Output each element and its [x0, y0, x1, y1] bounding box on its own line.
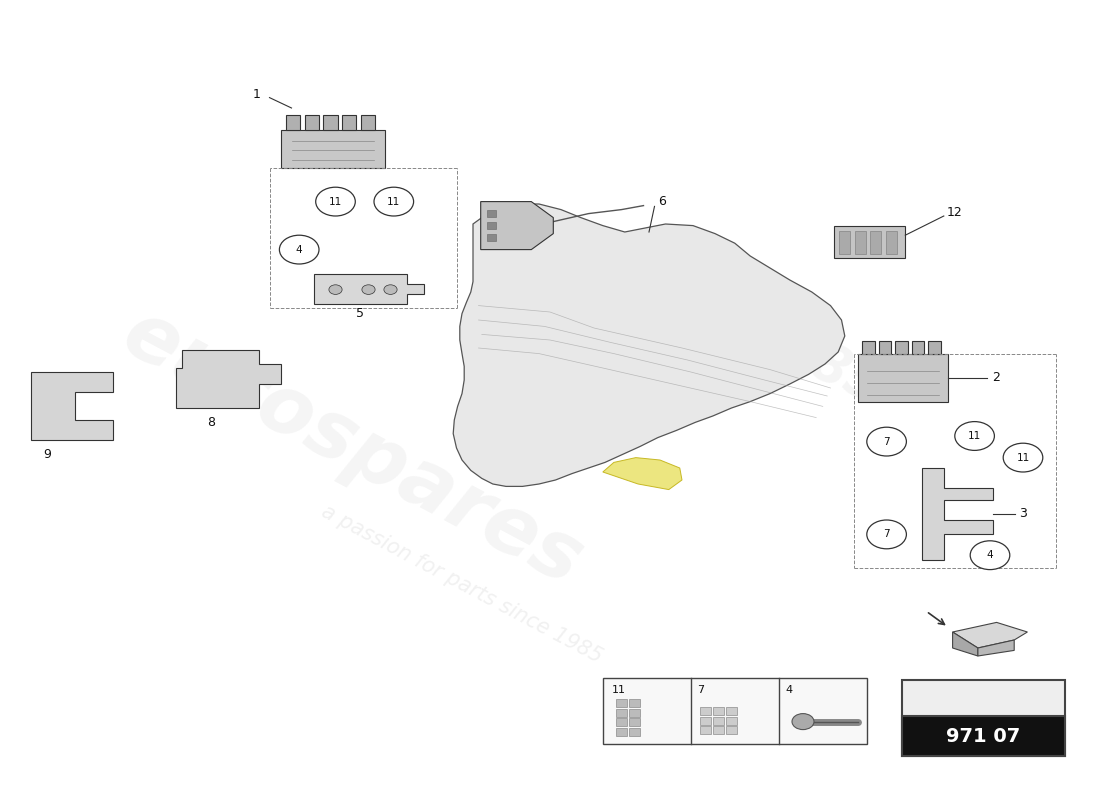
Bar: [616, 709, 627, 717]
Polygon shape: [481, 202, 553, 250]
Circle shape: [279, 235, 319, 264]
Bar: [487, 234, 496, 241]
Text: 7: 7: [883, 530, 890, 539]
Text: 11: 11: [387, 197, 400, 206]
Bar: [629, 709, 640, 717]
Bar: [361, 115, 375, 130]
Polygon shape: [922, 468, 993, 560]
Text: 2: 2: [992, 371, 1000, 384]
Bar: [629, 718, 640, 726]
Bar: [629, 728, 640, 736]
Bar: [726, 726, 737, 734]
Polygon shape: [603, 458, 682, 490]
Text: 7: 7: [697, 686, 704, 695]
Text: 1985: 1985: [737, 302, 891, 418]
Bar: [700, 726, 711, 734]
Polygon shape: [978, 640, 1014, 656]
Text: 11: 11: [329, 197, 342, 206]
Bar: [834, 226, 905, 258]
Text: 12: 12: [947, 206, 962, 219]
Bar: [713, 707, 724, 715]
Bar: [700, 707, 711, 715]
Polygon shape: [453, 204, 845, 486]
Bar: [700, 717, 711, 725]
Bar: [487, 210, 496, 217]
Text: 1: 1: [253, 88, 261, 101]
Circle shape: [1003, 443, 1043, 472]
Bar: [858, 354, 948, 402]
Circle shape: [970, 541, 1010, 570]
Circle shape: [362, 285, 375, 294]
Bar: [879, 341, 891, 354]
Text: 8: 8: [207, 416, 216, 429]
Bar: [862, 341, 874, 354]
Text: a passion for parts since 1985: a passion for parts since 1985: [318, 502, 606, 666]
Polygon shape: [31, 372, 113, 440]
Bar: [629, 699, 640, 707]
Bar: [928, 341, 940, 354]
Bar: [886, 231, 896, 254]
Bar: [870, 231, 881, 254]
Text: 7: 7: [883, 437, 890, 446]
Bar: [839, 231, 850, 254]
Bar: [342, 115, 356, 130]
Bar: [895, 341, 908, 354]
Text: eurospares: eurospares: [109, 294, 595, 602]
Circle shape: [384, 285, 397, 294]
Bar: [713, 726, 724, 734]
Polygon shape: [176, 350, 280, 408]
Text: 4: 4: [785, 686, 792, 695]
Circle shape: [867, 520, 906, 549]
Circle shape: [316, 187, 355, 216]
Bar: [912, 341, 924, 354]
Bar: [323, 115, 338, 130]
Circle shape: [955, 422, 994, 450]
Bar: [616, 728, 627, 736]
Text: 11: 11: [1016, 453, 1030, 462]
Text: 5: 5: [355, 307, 364, 320]
Polygon shape: [953, 622, 1027, 648]
Circle shape: [374, 187, 414, 216]
Bar: [855, 231, 866, 254]
Bar: [713, 717, 724, 725]
Bar: [616, 718, 627, 726]
Text: 11: 11: [968, 431, 981, 441]
Bar: [902, 680, 1065, 756]
Bar: [726, 717, 737, 725]
Text: 4: 4: [296, 245, 303, 254]
Circle shape: [792, 714, 814, 730]
Bar: [286, 115, 300, 130]
Text: 6: 6: [658, 195, 666, 208]
Bar: [305, 115, 319, 130]
Text: 11: 11: [612, 686, 626, 695]
Bar: [280, 130, 385, 168]
Text: 4: 4: [987, 550, 993, 560]
Bar: [487, 222, 496, 229]
Bar: [603, 678, 867, 744]
Circle shape: [867, 427, 906, 456]
Bar: [902, 717, 1065, 756]
Text: 3: 3: [1019, 507, 1026, 520]
Text: 971 07: 971 07: [946, 727, 1021, 746]
Bar: [726, 707, 737, 715]
Circle shape: [329, 285, 342, 294]
Bar: [616, 699, 627, 707]
Polygon shape: [314, 274, 424, 304]
Polygon shape: [953, 632, 978, 656]
Text: 9: 9: [43, 448, 52, 461]
